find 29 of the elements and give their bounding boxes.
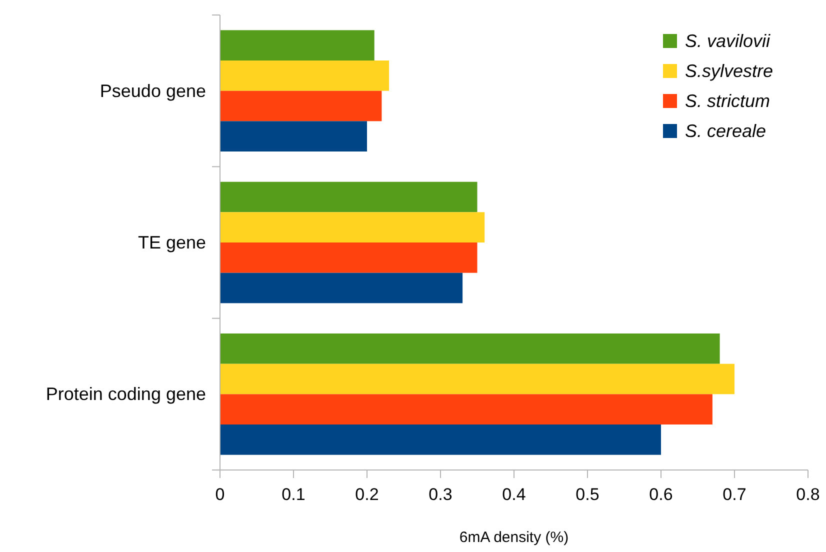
x-tick-label: 0.3 <box>428 485 452 504</box>
x-tick-label: 0.5 <box>576 485 600 504</box>
x-tick-label: 0.6 <box>649 485 673 504</box>
y-tick-label: TE gene <box>138 232 206 252</box>
bar <box>220 30 374 60</box>
legend-label: S.sylvestre <box>685 61 774 81</box>
legend-label: S. vavilovii <box>685 31 772 51</box>
legend-label: S. cereale <box>685 121 766 141</box>
x-tick-label: 0.4 <box>502 485 526 504</box>
bar <box>220 212 485 242</box>
x-tick-label: 0.2 <box>355 485 379 504</box>
bar <box>220 424 661 455</box>
x-tick-label: 0 <box>215 485 225 504</box>
x-tick-label: 0.8 <box>796 485 820 504</box>
y-tick-label: Protein coding gene <box>46 384 206 404</box>
legend-label: S. strictum <box>685 91 770 111</box>
bar <box>220 182 478 212</box>
y-tick-label: Pseudo gene <box>100 80 206 101</box>
bar <box>220 242 478 273</box>
bar <box>220 364 734 394</box>
x-tick-label: 0.1 <box>282 485 306 504</box>
x-tick-label: 0.7 <box>722 485 746 504</box>
x-axis-title: 6mA density (%) <box>459 529 569 546</box>
bar <box>220 90 382 122</box>
bar <box>220 272 463 304</box>
bar <box>220 60 390 91</box>
bar <box>220 121 367 152</box>
bar <box>220 334 720 364</box>
bar <box>220 394 712 424</box>
